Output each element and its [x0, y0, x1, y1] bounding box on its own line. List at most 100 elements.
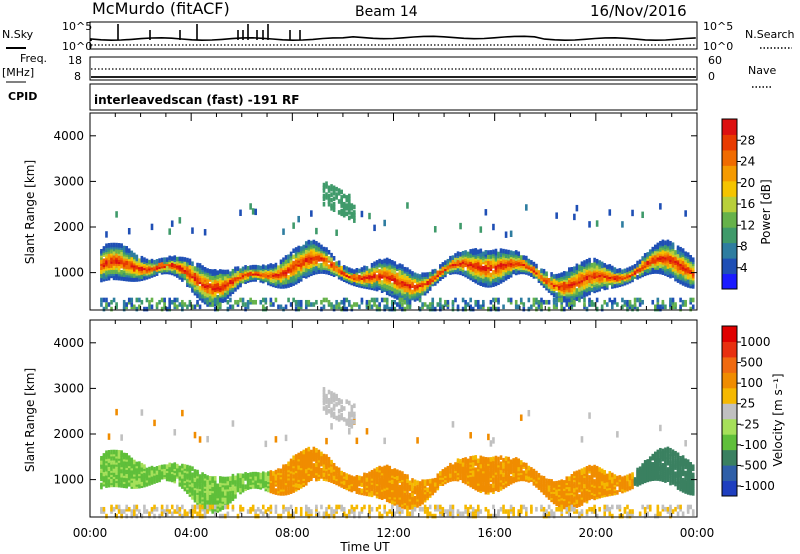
range-cell	[360, 506, 364, 512]
range-cell	[143, 269, 146, 275]
range-cell	[353, 218, 356, 223]
range-cell	[358, 511, 361, 517]
range-cell	[370, 506, 374, 512]
range-cell	[249, 203, 252, 210]
range-cell	[390, 504, 394, 510]
range-cell	[132, 484, 136, 489]
range-cell	[155, 506, 159, 512]
range-cell	[153, 270, 156, 275]
range-cell	[451, 306, 455, 312]
range-cell	[390, 469, 394, 474]
range-cell	[236, 483, 240, 489]
range-cell	[330, 197, 333, 203]
range-cell	[125, 483, 129, 489]
range-cell	[342, 212, 346, 218]
range-cell	[332, 185, 336, 191]
range-cell	[431, 478, 435, 483]
range-cell	[638, 302, 642, 307]
range-cell	[616, 274, 619, 280]
freq-frame	[89, 56, 698, 81]
range-cell	[226, 306, 230, 312]
range-cell	[206, 296, 209, 302]
range-cell	[403, 492, 407, 498]
range-cell	[621, 297, 624, 303]
range-cell	[120, 270, 123, 275]
range-cell	[198, 269, 202, 274]
range-cell	[264, 306, 268, 312]
range-cell	[297, 270, 300, 275]
range-cell	[120, 468, 123, 474]
range-cell	[525, 204, 528, 211]
range-cell	[446, 258, 450, 264]
range-cell	[411, 281, 414, 286]
range-cell	[370, 267, 374, 272]
range-cell	[264, 265, 268, 270]
range-cell	[353, 482, 356, 488]
range-cell	[261, 297, 265, 303]
range-cell	[451, 255, 455, 260]
range-cell	[330, 302, 333, 307]
range-cell	[132, 465, 136, 471]
range-cell	[201, 488, 204, 494]
range-cell	[221, 283, 225, 289]
range-cell	[236, 266, 240, 271]
range-cell	[289, 477, 293, 482]
range-cell	[165, 257, 169, 262]
range-cell	[487, 268, 490, 274]
range-cell	[593, 302, 596, 307]
range-cell	[390, 306, 394, 312]
range-cell	[203, 266, 207, 272]
nsky-tick-low: 10^0	[62, 40, 92, 53]
range-cell	[188, 264, 192, 270]
range-cell	[335, 186, 338, 192]
range-cell	[122, 509, 126, 514]
range-cell	[337, 504, 341, 510]
range-cell	[249, 472, 252, 477]
range-cell	[446, 509, 450, 514]
range-cell	[656, 304, 660, 310]
range-cell	[628, 299, 632, 305]
range-cell	[388, 258, 392, 264]
range-cell	[279, 267, 283, 273]
range-cell	[347, 196, 351, 202]
range-cell	[289, 268, 293, 273]
range-cell	[299, 506, 303, 512]
range-cell	[102, 453, 106, 458]
colorbar-swatch	[722, 134, 737, 151]
range-cell	[562, 306, 566, 312]
range-cell	[279, 259, 283, 265]
range-cell	[196, 262, 199, 268]
range-cell	[105, 231, 108, 238]
range-cell	[213, 476, 217, 481]
freq-unit: [MHz]	[2, 66, 34, 79]
range-cell	[294, 259, 298, 265]
range-cell	[378, 486, 381, 491]
range-cell	[347, 199, 351, 204]
range-cell	[565, 302, 569, 307]
range-cell	[239, 268, 242, 273]
range-cell	[158, 299, 161, 305]
cpid-panel: CPID interleavedscan (fast) -191 RF	[8, 83, 698, 111]
range-cell	[196, 477, 199, 483]
range-cell	[332, 190, 336, 196]
range-cell	[600, 275, 604, 281]
colorbar-swatch	[722, 119, 737, 135]
range-cell	[244, 306, 247, 312]
range-cell	[347, 484, 351, 490]
range-cell	[401, 302, 404, 307]
range-cell	[681, 299, 685, 305]
range-cell	[310, 240, 313, 246]
range-cell	[416, 291, 419, 297]
range-cell	[560, 272, 564, 277]
range-cell	[416, 273, 419, 279]
range-cell	[522, 306, 526, 312]
range-cell	[636, 275, 639, 280]
range-cell	[646, 252, 650, 257]
range-cell	[256, 472, 260, 477]
range-cell	[557, 297, 561, 303]
range-cell	[552, 278, 556, 283]
range-cell	[234, 475, 237, 481]
range-cell	[153, 259, 156, 265]
range-cell	[135, 254, 139, 260]
range-cell	[138, 479, 141, 485]
